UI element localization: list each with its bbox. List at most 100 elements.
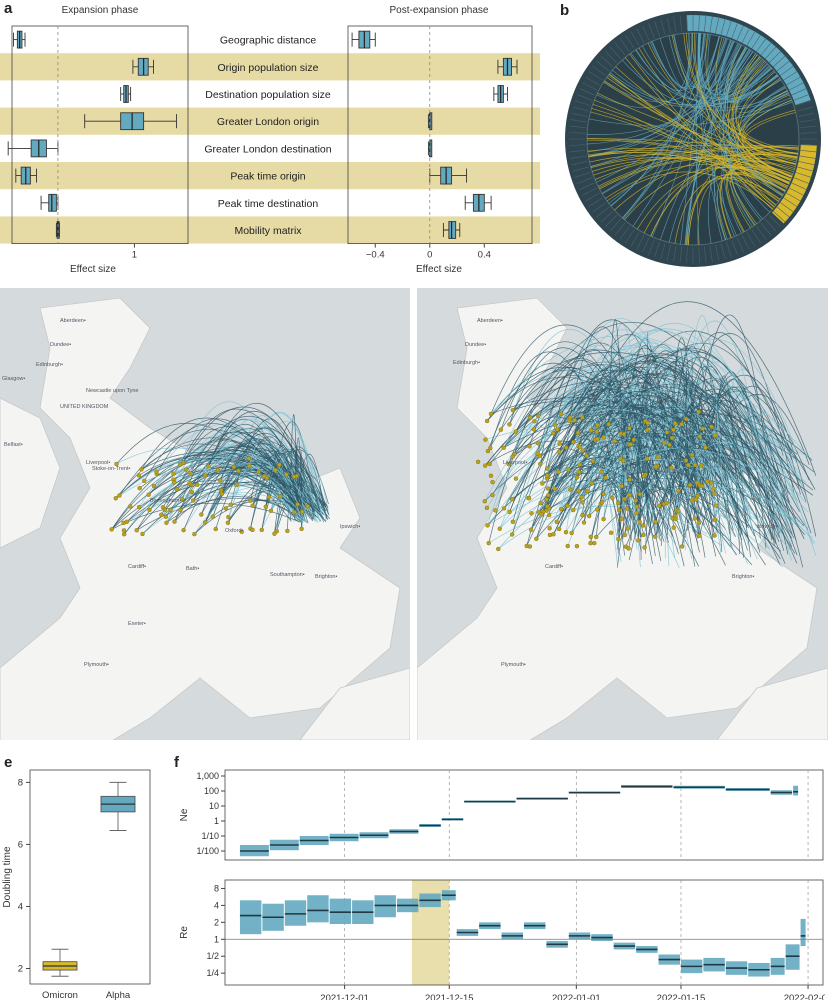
chord-ring-tick (569, 125, 586, 129)
flow-node (603, 475, 608, 480)
flow-arc (512, 369, 679, 555)
x-tick-label: 2021-12-15 (425, 993, 474, 1000)
chord-link (598, 155, 796, 189)
y-tick-label: 1 (214, 816, 219, 826)
flow-node (194, 482, 200, 487)
flow-node (574, 543, 580, 549)
flow-node (526, 496, 532, 501)
flow-node (529, 511, 534, 516)
flow-node (305, 504, 310, 509)
city-label: Bath• (186, 566, 199, 572)
chord-ring-tick (569, 144, 586, 146)
ne-re-timeseries: 2021-12-01 2021-12-15 2022-01-01 2022-01-15… (179, 769, 825, 1000)
flow-node (616, 507, 622, 513)
flow-node (712, 433, 718, 438)
flow-node (636, 538, 641, 543)
flow-node (695, 480, 700, 485)
chord-link (624, 167, 790, 221)
chord-link (630, 52, 775, 102)
flow-node (509, 532, 515, 537)
flow-arc (689, 422, 752, 558)
chord-link (588, 101, 793, 127)
chord-ring-tick (720, 19, 726, 35)
chord-ring-tick (795, 172, 812, 178)
flow-arc (569, 345, 729, 522)
chord-ring-tick (573, 166, 589, 172)
chord-ring-tick (791, 88, 807, 96)
flow-arc (181, 431, 294, 509)
chord-ring-tick (666, 17, 671, 34)
flow-arc (190, 416, 323, 509)
flow-node (538, 500, 543, 506)
chord-link (695, 33, 700, 245)
chord-link (722, 47, 763, 220)
flow-node (300, 509, 305, 514)
flow-node (510, 519, 516, 525)
chord-link (673, 34, 727, 88)
france-land (716, 667, 828, 740)
flow-node (546, 512, 552, 518)
credible-interval (800, 918, 806, 947)
chord-ring-tick (654, 241, 660, 258)
chord-link (629, 53, 775, 208)
flow-node (146, 492, 151, 497)
flow-node (180, 496, 185, 502)
chord-ring-tick (789, 82, 804, 91)
panel-label-f: f (174, 754, 179, 771)
flow-node (655, 454, 661, 460)
flow-node (239, 529, 244, 534)
credible-interval (793, 785, 799, 796)
y-tick-label: 1/100 (196, 846, 219, 856)
flow-arc (174, 445, 300, 522)
flow-arc (679, 404, 701, 467)
flow-arc (548, 448, 795, 516)
france-land (299, 667, 410, 740)
city-label: Dundee• (465, 342, 486, 348)
chord-ring-tick (600, 211, 613, 223)
flow-node (569, 530, 574, 536)
chord-link (683, 33, 798, 155)
chord-ring-tick (673, 16, 677, 33)
effect-size-axes: 1 −0.4 0 0.4 (11, 25, 533, 261)
chord-link (688, 173, 786, 245)
chord-ring-tick (679, 246, 683, 263)
flow-node (574, 475, 580, 480)
city-label: Plymouth• (84, 662, 109, 668)
x-tick-label: 1 (132, 250, 137, 261)
flow-node (585, 488, 590, 494)
chord-ring-tick (789, 187, 804, 196)
chord-ring-tick (756, 38, 767, 52)
flow-node (628, 442, 633, 447)
chord-link (705, 33, 797, 165)
flow-node (180, 460, 186, 465)
flow-arc (539, 354, 768, 537)
flow-node (488, 445, 493, 451)
flow-arc (194, 486, 297, 535)
chord-link (736, 90, 788, 206)
flow-arc (148, 447, 330, 520)
chord-ring-tick (793, 94, 809, 101)
flow-arc (566, 354, 797, 520)
flow-node (626, 546, 631, 551)
flow-node (184, 467, 189, 472)
chord-link (610, 33, 706, 206)
panel-frame (224, 879, 824, 986)
city-label: Liverpool• (503, 460, 527, 466)
flow-node (218, 478, 223, 483)
britain-land (0, 297, 401, 740)
flow-node (676, 509, 681, 514)
flow-node (673, 516, 678, 522)
flow-node (538, 461, 543, 467)
chord-link (590, 111, 783, 196)
flow-node (580, 415, 585, 420)
flow-node (592, 540, 597, 546)
chord-ring-tick (585, 76, 600, 86)
flow-node (696, 520, 701, 525)
flow-node (546, 492, 551, 498)
y-tick-label: 1 (214, 934, 219, 944)
flow-node (510, 496, 515, 502)
chord-link (735, 60, 799, 151)
flow-node (683, 416, 689, 422)
flow-arc (533, 369, 798, 564)
flow-node (226, 514, 231, 520)
